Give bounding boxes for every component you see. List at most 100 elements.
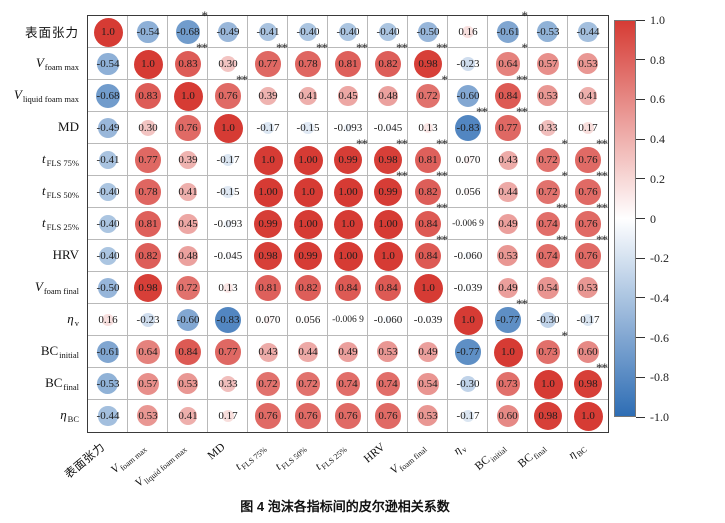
axis-label-subscript: foam final (43, 286, 79, 296)
matrix-cell: 0.76 (248, 400, 288, 432)
correlation-circle (219, 375, 237, 393)
matrix-cell: -0.15 (208, 176, 248, 208)
significance-marker: ** (236, 72, 248, 87)
colorbar-tick-label: 0.6 (650, 92, 665, 107)
correlation-value: 0.76 (258, 410, 278, 422)
matrix-cell: 0.84 (168, 336, 208, 368)
correlation-value: 1.0 (581, 410, 595, 422)
axis-label-text: HRV (52, 247, 79, 262)
matrix-cell: 0.49 (488, 208, 528, 240)
correlation-value: 0.81 (138, 218, 158, 230)
correlation-value: -0.060 (453, 250, 483, 262)
matrix-cell: 0.77 ** (248, 41, 288, 80)
matrix-cell: 0.72 * (528, 137, 568, 176)
correlation-circle (298, 22, 318, 42)
colorbar-tick-label: 0.2 (650, 171, 665, 186)
correlation-circle (414, 210, 442, 238)
correlation-value: 0.60 (578, 346, 598, 358)
correlation-value: 0.78 (298, 58, 318, 70)
correlation-circle (255, 403, 281, 429)
correlation-value: -0.68 (176, 26, 200, 38)
correlation-value: 0.82 (418, 186, 438, 198)
correlation-value: -0.54 (96, 58, 120, 70)
matrix-cell: 0.13 (208, 272, 248, 304)
correlation-circle (335, 403, 361, 429)
correlation-value: 0.39 (178, 154, 198, 166)
correlation-value: -0.23 (456, 58, 480, 70)
axis-label-text: MD (205, 441, 228, 463)
correlation-value: -0.045 (213, 250, 243, 262)
correlation-matrix-grid: 1.0 -0.54 -0.68 * -0.49 -0.41 -0.40 -0.40 -0.40-… (87, 9, 609, 433)
correlation-circle (338, 86, 358, 106)
correlation-circle (575, 147, 601, 173)
significance-marker: ** (516, 72, 528, 87)
matrix-cell: 0.76 ** (568, 201, 608, 240)
correlation-circle (258, 86, 277, 105)
correlation-circle (373, 177, 403, 207)
correlation-circle (495, 115, 521, 141)
correlation-value: 0.60 (498, 410, 518, 422)
correlation-value: 0.57 (538, 58, 558, 70)
row-label: η BC (0, 399, 83, 431)
axis-label-text: t (42, 215, 46, 230)
correlation-value: 1.00 (298, 218, 318, 230)
correlation-value: 0.30 (218, 58, 238, 70)
correlation-value: -0.44 (96, 410, 120, 422)
matrix-cell: -0.44 (88, 400, 128, 432)
correlation-circle (98, 150, 118, 170)
significance-marker: ** (436, 168, 448, 183)
correlation-value: 0.48 (378, 90, 398, 102)
correlation-value: 1.00 (298, 154, 318, 166)
correlation-value: -0.50 (96, 282, 120, 294)
matrix-cell: 1.0 (168, 80, 208, 112)
matrix-cell: 0.30 (208, 48, 248, 80)
matrix-cell: -0.77 ** (488, 297, 528, 336)
matrix-cell: 0.73 (488, 368, 528, 400)
matrix-cell: -0.093 (328, 112, 368, 144)
significance-marker: ** (556, 200, 568, 215)
row-label: t FLS 25% (0, 207, 83, 239)
axis-label-text: V (13, 87, 22, 102)
correlation-value: 1.0 (261, 154, 275, 166)
axis-label-subscript: final (531, 445, 549, 462)
correlation-circle (497, 277, 519, 299)
axis-label-subscript: final (63, 382, 79, 392)
correlation-circle (255, 371, 281, 397)
correlation-value: -0.40 (96, 250, 120, 262)
axis-label-subscript: BC (67, 414, 79, 424)
correlation-circle (456, 84, 480, 108)
matrix-cell: 0.82 ** (408, 169, 448, 208)
correlation-circle (533, 401, 563, 431)
correlation-value: 0.99 (298, 250, 318, 262)
correlation-value: 0.57 (138, 378, 158, 390)
correlation-value: 1.00 (258, 186, 278, 198)
correlation-value: 0.82 (138, 250, 158, 262)
correlation-circle (346, 318, 350, 322)
correlation-value: 0.53 (138, 410, 158, 422)
correlation-value: 1.0 (341, 218, 355, 230)
correlation-circle (137, 373, 159, 395)
correlation-value: -0.53 (536, 26, 560, 38)
correlation-value: -0.093 (333, 122, 363, 134)
correlation-value: 0.41 (578, 90, 598, 102)
matrix-cell: 1.00 (288, 144, 328, 176)
correlation-circle (334, 50, 361, 77)
correlation-value: 0.41 (298, 90, 318, 102)
correlation-value: 0.070 (455, 154, 481, 166)
colorbar-tick-label: 0 (650, 211, 656, 226)
matrix-cell: -0.17 (208, 144, 248, 176)
correlation-circle (255, 51, 281, 77)
matrix-cell: 1.00 (248, 176, 288, 208)
matrix-cell: -0.40 (368, 16, 408, 48)
matrix-cell: 1.0 (488, 336, 528, 368)
correlation-circle (497, 245, 519, 267)
correlation-value: 0.74 (338, 378, 358, 390)
correlation-circle (373, 145, 403, 175)
correlation-circle (93, 17, 123, 47)
correlation-value: 0.83 (178, 58, 198, 70)
correlation-circle (293, 145, 323, 175)
correlation-value: 1.00 (378, 218, 398, 230)
correlation-value: 0.53 (538, 90, 558, 102)
colorbar-tick-label: -0.4 (650, 290, 669, 305)
